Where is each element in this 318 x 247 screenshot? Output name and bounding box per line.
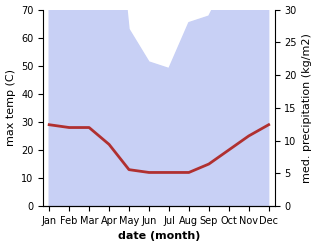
- Y-axis label: med. precipitation (kg/m2): med. precipitation (kg/m2): [302, 33, 313, 183]
- Y-axis label: max temp (C): max temp (C): [5, 69, 16, 146]
- X-axis label: date (month): date (month): [118, 231, 200, 242]
